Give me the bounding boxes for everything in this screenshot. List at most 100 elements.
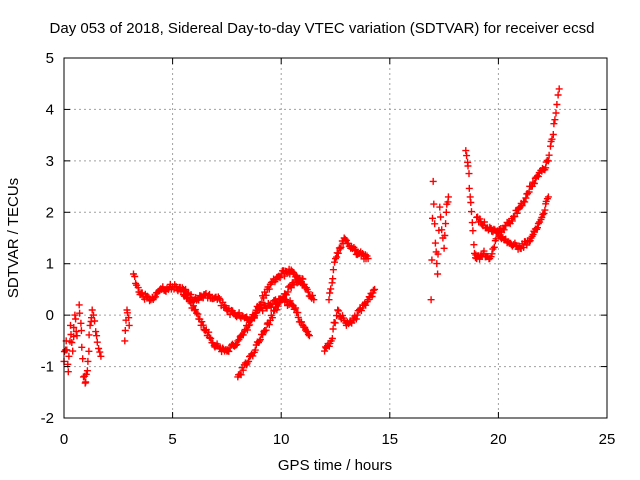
data-point <box>251 346 259 354</box>
x-tick-label: 25 <box>599 431 616 448</box>
data-point <box>551 116 559 124</box>
y-tick-label: 1 <box>46 256 54 273</box>
data-point <box>331 258 338 266</box>
data-point <box>93 338 101 346</box>
data-point <box>490 243 498 251</box>
x-tick-label: 10 <box>273 431 290 448</box>
data-point <box>86 321 94 329</box>
data-point <box>428 256 436 264</box>
data-point <box>430 200 438 208</box>
data-point <box>259 331 267 339</box>
data-point <box>442 220 450 228</box>
data-point <box>226 311 234 318</box>
data-point <box>77 319 85 327</box>
data-point <box>76 309 84 317</box>
data-point <box>258 298 266 306</box>
axis-ticks: 0 5 10 15 20 25 -2 -1 0 1 2 3 4 5 <box>41 50 616 448</box>
data-point <box>468 219 476 227</box>
data-point <box>95 345 103 352</box>
data-point <box>70 324 78 331</box>
data-point <box>83 367 91 375</box>
data-point <box>534 224 541 232</box>
data-point <box>550 120 558 128</box>
data-point <box>146 297 154 305</box>
data-point <box>465 170 473 178</box>
data-point <box>251 311 259 319</box>
data-point <box>331 319 339 327</box>
x-tick-label: 20 <box>490 431 507 448</box>
data-point <box>371 285 379 293</box>
data-point <box>353 311 361 319</box>
y-tick-label: -2 <box>41 410 54 427</box>
data-point <box>305 332 313 340</box>
data-point <box>239 331 247 339</box>
data-point <box>467 199 475 206</box>
data-point <box>262 326 270 334</box>
y-tick-label: 5 <box>46 50 54 67</box>
data-point <box>268 314 276 322</box>
data-point <box>441 232 449 239</box>
data-point <box>351 245 359 253</box>
data-point <box>298 318 305 326</box>
data-point <box>72 328 80 335</box>
data-point <box>193 309 201 317</box>
data-point <box>529 178 537 186</box>
data-point <box>521 198 529 206</box>
y-axis-label: SDTVAR / TECUs <box>5 178 22 298</box>
data-point <box>262 291 270 299</box>
data-point <box>486 223 494 231</box>
data-point <box>553 101 561 108</box>
data-point <box>182 285 190 293</box>
data-point <box>225 347 233 355</box>
data-point <box>299 275 307 283</box>
data-point <box>327 285 335 293</box>
data-point <box>304 288 312 296</box>
data-point <box>427 296 435 304</box>
data-point <box>508 217 516 225</box>
data-point <box>334 249 342 257</box>
data-point <box>304 331 312 339</box>
data-point <box>440 244 448 252</box>
data-point <box>369 286 377 294</box>
data-point <box>548 135 556 143</box>
data-point <box>539 211 547 219</box>
x-tick-label: 5 <box>168 431 176 448</box>
data-point <box>541 206 549 214</box>
chart-title: Day 053 of 2018, Sidereal Day-to-day VTE… <box>50 20 595 37</box>
data-point <box>465 184 473 192</box>
data-point <box>233 341 241 349</box>
data-point <box>469 227 477 235</box>
data-point <box>201 327 209 335</box>
data-point <box>488 250 496 258</box>
data-point <box>85 331 93 339</box>
data-point <box>237 371 245 379</box>
data-point <box>90 311 97 319</box>
data-points <box>60 85 563 387</box>
data-point <box>207 334 215 342</box>
data-point <box>276 274 284 282</box>
data-point <box>434 270 442 278</box>
y-tick-label: 4 <box>46 101 54 118</box>
data-point <box>334 306 342 314</box>
data-point <box>554 91 562 99</box>
data-point <box>525 238 533 246</box>
data-point <box>187 291 195 299</box>
data-point <box>131 273 139 280</box>
data-point <box>522 194 530 202</box>
data-point <box>274 302 282 310</box>
data-point <box>215 295 223 302</box>
data-point <box>442 208 450 216</box>
data-point <box>534 172 542 180</box>
data-point <box>75 301 83 309</box>
data-point <box>281 272 288 280</box>
data-point <box>206 290 213 298</box>
data-point <box>436 203 444 211</box>
data-point <box>239 366 247 374</box>
data-point <box>310 296 318 304</box>
data-point <box>194 310 202 318</box>
data-point <box>247 317 255 325</box>
data-point <box>431 220 439 228</box>
data-point <box>494 229 502 237</box>
data-point <box>138 289 146 297</box>
x-axis-label: GPS time / hours <box>278 457 392 474</box>
